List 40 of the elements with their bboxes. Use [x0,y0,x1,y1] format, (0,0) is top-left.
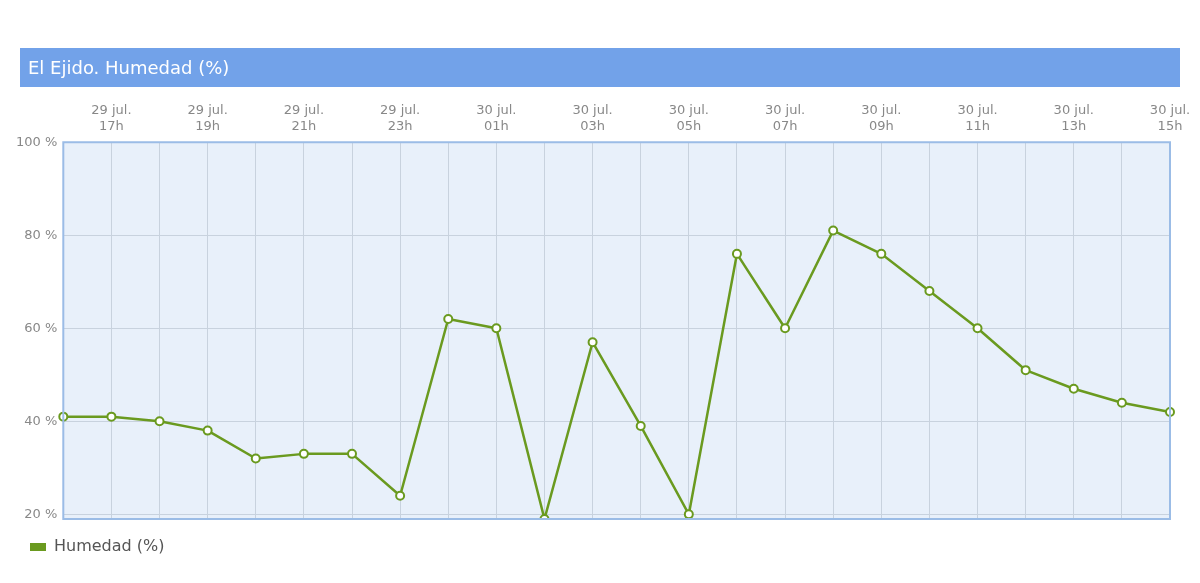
chart-title: El Ejido. Humedad (%) [20,48,1180,87]
y-tick-label: 80 % [24,226,58,242]
point [1020,365,1031,376]
x-tick-label: 29 jul. 19h [187,102,228,133]
point [106,411,117,422]
x-tick-label: 30 jul. 15h [1149,102,1191,133]
point [491,323,502,334]
legend-label: Humedad (%) [54,536,165,556]
y-tick-label: 20 % [24,505,58,521]
point [683,509,694,519]
x-tick-label: 30 jul. 11h [957,102,998,133]
x-tick-label: 30 jul. 05h [668,102,709,133]
point [1116,397,1127,408]
point [635,420,646,431]
x-tick-label: 30 jul. 09h [861,102,902,133]
point [828,225,839,236]
point [395,490,406,501]
y-tick-label: 40 % [24,412,58,428]
point [876,248,887,259]
point [347,448,357,459]
y-tick-label: 60 % [24,319,58,335]
x-tick-label: 30 jul. 01h [476,102,517,133]
x-tick-label: 29 jul. 17h [91,102,132,133]
x-tick-label: 30 jul. 13h [1053,102,1094,133]
x-tick-label: 29 jul. 23h [379,102,421,133]
x-tick-label: 29 jul. 21h [283,102,325,133]
point [731,248,742,259]
point [250,453,261,464]
point [154,416,165,427]
point [972,323,983,334]
x-tick-label: 30 jul. 07h [764,102,806,133]
point [443,313,454,324]
x-tick-label: 30 jul. 03h [572,102,613,133]
point [780,323,791,334]
y-tick-label: 100 % [15,133,58,149]
point [298,448,309,459]
point [924,286,935,297]
point [587,337,598,348]
point [1068,383,1079,394]
point [202,425,213,436]
